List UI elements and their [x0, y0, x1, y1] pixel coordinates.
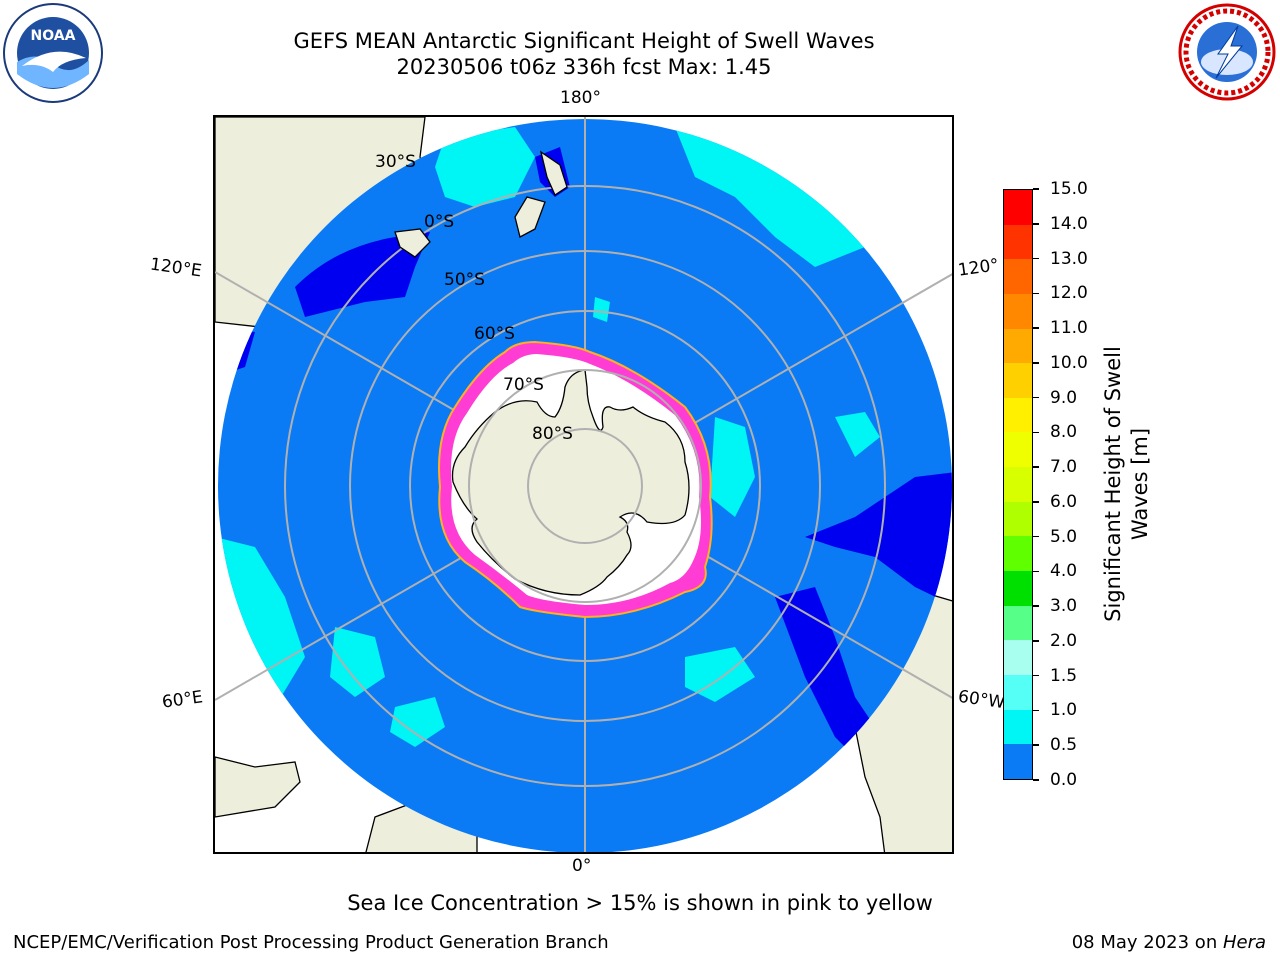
- colorbar-tick-label: 6.0: [1050, 491, 1078, 512]
- lat-label-40s: 0°S: [424, 212, 455, 232]
- colorbar-tick-mark: [1033, 640, 1039, 642]
- colorbar-tick-label: 14.0: [1050, 213, 1088, 234]
- colorbar-tick-mark: [1033, 674, 1039, 677]
- colorbar-segment: [1004, 536, 1032, 572]
- polar-map: [213, 115, 954, 854]
- colorbar-tick-mark: [1033, 292, 1039, 295]
- colorbar-tick-label: 7.0: [1050, 457, 1078, 478]
- colorbar-segment: [1004, 190, 1032, 225]
- colorbar-tick-mark: [1033, 501, 1039, 503]
- lat-label-50s: 50°S: [444, 270, 485, 290]
- colorbar-segment: [1004, 605, 1032, 641]
- colorbar-tick-mark: [1033, 779, 1039, 781]
- chart-title: GEFS MEAN Antarctic Significant Height o…: [293, 29, 875, 53]
- colorbar-segment: [1004, 744, 1032, 779]
- colorbar-segment: [1004, 709, 1032, 745]
- lon-label-lower-left: 60°E: [160, 687, 205, 713]
- lat-label-70s: 70°S: [503, 375, 544, 395]
- colorbar-tick-label: 4.0: [1050, 561, 1078, 582]
- lon-label-lower-right: 60°W: [956, 686, 1007, 714]
- footer-right: 08 May 2023 on Hera: [1072, 932, 1266, 953]
- colorbar-segment: [1004, 293, 1032, 329]
- colorbar-segment: [1004, 674, 1032, 710]
- colorbar-tick-mark: [1033, 257, 1039, 260]
- colorbar-tick-label: 0.5: [1050, 735, 1078, 756]
- colorbar-segment: [1004, 259, 1032, 294]
- colorbar-tick-label: 0.0: [1050, 770, 1078, 790]
- colorbar-tick-mark: [1033, 362, 1039, 364]
- lon-label-bottom: 0°: [572, 856, 592, 876]
- colorbar-tick-label: 10.0: [1050, 352, 1088, 373]
- colorbar-tick-label: 2.0: [1050, 630, 1078, 651]
- lon-label-upper-right: 120°: [956, 255, 1001, 281]
- colorbar-tick-mark: [1033, 605, 1039, 607]
- colorbar-tick-mark: [1033, 744, 1039, 746]
- colorbar-segment: [1004, 328, 1032, 364]
- footer-host: Hera: [1222, 932, 1266, 953]
- colorbar-tick-mark: [1033, 223, 1039, 225]
- colorbar-tick-mark: [1033, 327, 1039, 329]
- footer-date: 08 May 2023 on: [1071, 932, 1223, 953]
- colorbar-tick-mark: [1033, 431, 1039, 434]
- colorbar-tick-mark: [1033, 535, 1039, 538]
- lat-label-80s: 80°S: [532, 424, 573, 444]
- colorbar-tick-label: 11.0: [1050, 318, 1088, 339]
- colorbar-tick-mark: [1033, 188, 1039, 190]
- lon-label-upper-left: 120°E: [148, 254, 203, 282]
- colorbar-tick-label: 13.0: [1050, 248, 1088, 269]
- ice-caption: Sea Ice Concentration > 15% is shown in …: [347, 891, 933, 915]
- colorbar-tick-label: 1.5: [1050, 665, 1078, 686]
- chart-subtitle: 20230506 t06z 336h fcst Max: 1.45: [396, 55, 772, 79]
- colorbar-tick-label: 12.0: [1050, 283, 1088, 304]
- colorbar-segment: [1004, 467, 1032, 502]
- lon-label-top: 180°: [560, 88, 601, 108]
- colorbar-segment: [1004, 224, 1032, 260]
- colorbar-segment: [1004, 501, 1032, 537]
- colorbar-ticks: 15.0 14.0 13.0 12.0 11.0 10.0 9.0 8.0 7.0 6.0 5.0 4…: [1033, 179, 1103, 790]
- colorbar-tick-mark: [1033, 709, 1039, 712]
- colorbar-tick-label: 1.0: [1050, 700, 1078, 721]
- colorbar-tick-mark: [1033, 570, 1039, 573]
- colorbar: [1003, 189, 1033, 780]
- continents-inner: [394, 150, 568, 258]
- nws-logo: [1176, 2, 1278, 102]
- footer-left: NCEP/EMC/Verification Post Processing Pr…: [13, 932, 609, 953]
- colorbar-tick-label: 3.0: [1050, 596, 1078, 617]
- colorbar-label: Significant Height of Swell Waves [m]: [1101, 346, 1152, 622]
- colorbar-tick-mark: [1033, 396, 1039, 399]
- colorbar-segment: [1004, 571, 1032, 606]
- colorbar-tick-label: 5.0: [1050, 526, 1078, 547]
- lat-label-30s: 30°S: [375, 152, 416, 172]
- lat-label-60s: 60°S: [474, 324, 515, 344]
- colorbar-tick-label: 8.0: [1050, 422, 1078, 443]
- colorbar-segment: [1004, 397, 1032, 433]
- colorbar-segment: [1004, 363, 1032, 398]
- colorbar-tick-mark: [1033, 466, 1039, 468]
- noaa-logo-text: NOAA: [31, 28, 76, 44]
- colorbar-tick-label: 9.0: [1050, 387, 1078, 408]
- colorbar-segment: [1004, 432, 1032, 468]
- colorbar-segment: [1004, 640, 1032, 675]
- noaa-logo: NOAA: [2, 2, 104, 104]
- colorbar-tick-label: 15.0: [1050, 179, 1088, 199]
